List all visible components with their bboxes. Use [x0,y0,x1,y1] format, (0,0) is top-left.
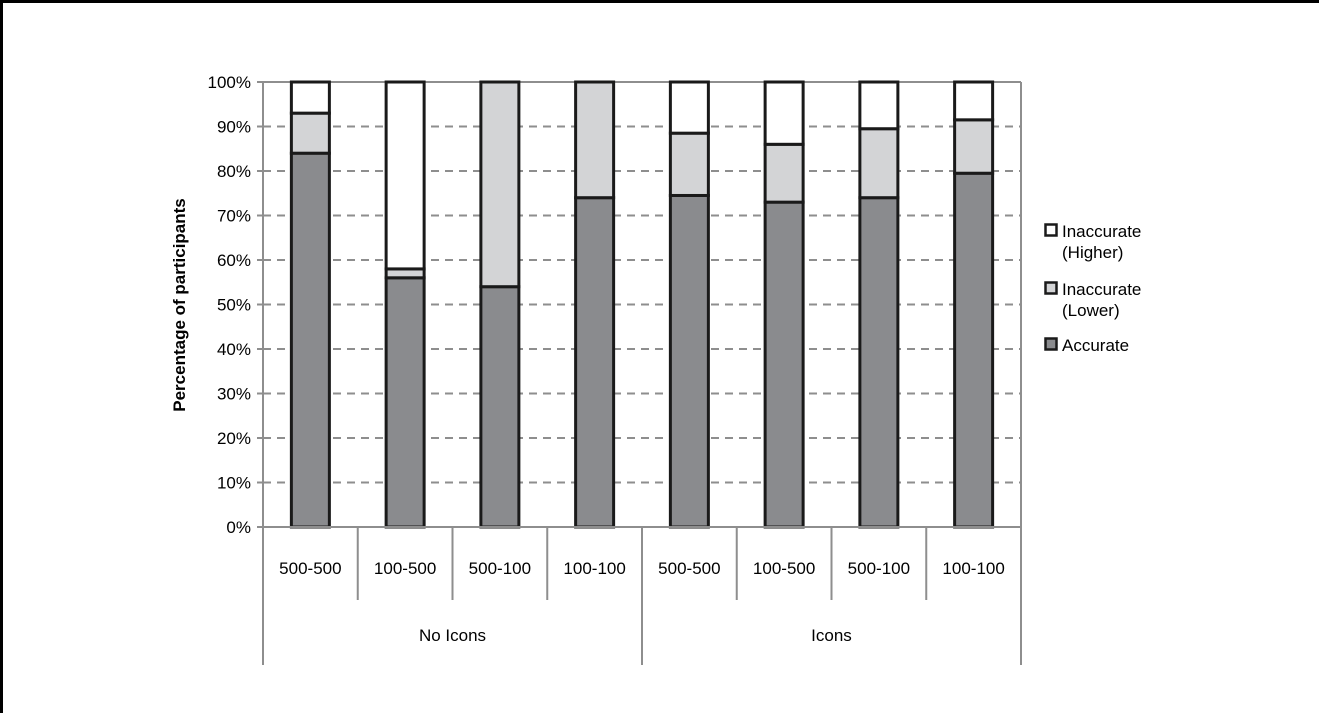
grid-lines [263,81,1021,484]
x-category-labels: 500-500 100-500 500-100 100-100 500-500 100-5… [279,559,1005,645]
bar-segment-accurate [574,196,616,529]
bar-segment-inaccurate-higher [289,80,331,115]
bar-segment-inaccurate-lower [763,142,805,204]
y-tick-label: 10% [217,474,251,493]
axes [257,81,1022,665]
bar-segment-accurate [289,151,331,529]
bar-segment-inaccurate-higher [953,80,995,122]
bar-segment-accurate [953,171,995,529]
bar-segment-inaccurate-higher [668,80,710,135]
y-tick-label: 20% [217,429,251,448]
x-category-label: 100-100 [942,559,1004,578]
bar-segment-accurate [858,196,900,529]
y-tick-labels: 0% 10% 20% 30% 40% 50% 60% 70% 80% 90% 100% [208,73,251,537]
x-group-label: No Icons [419,626,486,645]
bar-segment-inaccurate-higher [384,80,426,271]
x-category-label: 500-100 [848,559,910,578]
bar-segment-inaccurate-higher [858,80,900,131]
legend-swatch-accurate [1044,337,1058,351]
x-category-label: 100-100 [563,559,625,578]
x-category-label: 100-500 [753,559,815,578]
x-category-label: 100-500 [374,559,436,578]
bar-segment-inaccurate-lower [858,127,900,200]
legend-label: Inaccurate [1062,222,1141,241]
legend-swatch-inaccurate-higher [1044,223,1058,237]
legend-label: Inaccurate [1062,280,1141,299]
x-category-label: 500-100 [469,559,531,578]
y-tick-label: 80% [217,162,251,181]
y-axis-title: Percentage of participants [170,198,189,412]
y-tick-label: 0% [226,518,251,537]
bar-segment-inaccurate-lower [479,80,521,289]
bar-segment-inaccurate-lower [668,131,710,197]
bar-segment-accurate [668,193,710,529]
y-tick-label: 90% [217,118,251,137]
bar-segment-accurate [479,285,521,529]
y-tick-label: 30% [217,385,251,404]
x-group-label: Icons [811,626,852,645]
legend-swatch-inaccurate-lower [1044,281,1058,295]
bar-segment-inaccurate-lower [953,118,995,175]
legend: Inaccurate (Higher) Inaccurate (Lower) Accur… [1044,222,1141,355]
y-tick-label: 100% [208,73,251,92]
y-tick-label: 70% [217,207,251,226]
x-category-label: 500-500 [279,559,341,578]
legend-label: (Higher) [1062,243,1123,262]
bars [289,80,995,529]
bar-segment-accurate [763,200,805,529]
y-tick-label: 50% [217,296,251,315]
legend-label: (Lower) [1062,301,1120,320]
bar-segment-inaccurate-higher [763,80,805,146]
x-category-label: 500-500 [658,559,720,578]
y-tick-label: 60% [217,251,251,270]
bar-segment-inaccurate-lower [574,80,616,200]
y-tick-label: 40% [217,340,251,359]
bar-segment-inaccurate-lower [289,111,331,155]
legend-label: Accurate [1062,336,1129,355]
bar-segment-accurate [384,276,426,529]
